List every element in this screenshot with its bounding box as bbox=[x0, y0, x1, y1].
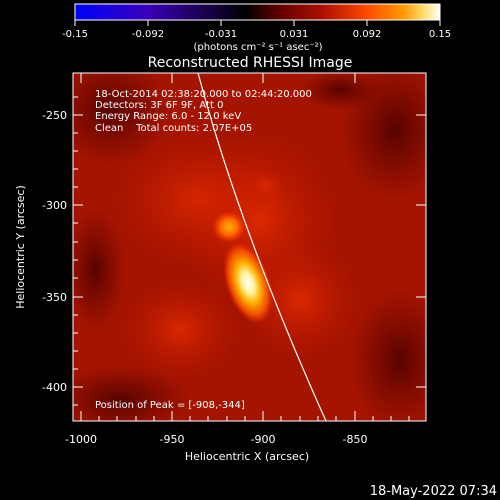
colorbar: -0.15 -0.092 -0.031 0.031 0.092 0.15 (ph… bbox=[62, 3, 451, 53]
colorbar-unit-label: (photons cm⁻² s⁻¹ asec⁻²) bbox=[193, 42, 322, 53]
solar-limb-line bbox=[197, 73, 327, 421]
y-tick-label: -250 bbox=[42, 109, 67, 122]
info-clean-counts: Clean Total counts: 2.07E+05 bbox=[95, 123, 252, 134]
image-info: 18-Oct-2014 02:38:20.000 to 02:44:20.000… bbox=[95, 89, 312, 134]
peak-position-label: Position of Peak = [-908,-344] bbox=[95, 400, 245, 411]
x-tick-label: -950 bbox=[160, 433, 185, 446]
x-axis-label: Heliocentric X (arcsec) bbox=[185, 450, 309, 463]
rhessi-image bbox=[73, 73, 426, 421]
colorbar-tick-label: -0.031 bbox=[205, 29, 237, 40]
y-axis-label: Heliocentric Y (arcsec) bbox=[14, 185, 27, 309]
colorbar-tick-label: 0.15 bbox=[429, 29, 451, 40]
y-tick-label: -300 bbox=[42, 199, 67, 212]
plot-title: Reconstructed RHESSI Image bbox=[148, 55, 353, 71]
colorbar-gradient bbox=[74, 3, 441, 21]
x-tick-label: -850 bbox=[343, 433, 368, 446]
info-time-range: 18-Oct-2014 02:38:20.000 to 02:44:20.000 bbox=[95, 89, 312, 100]
secondary-source bbox=[212, 211, 246, 243]
y-axis-ticks bbox=[73, 96, 426, 406]
x-tick-label: -900 bbox=[251, 433, 276, 446]
plot-frame bbox=[72, 72, 427, 422]
x-axis-ticks bbox=[80, 73, 410, 421]
colorbar-tick-label: 0.031 bbox=[280, 29, 309, 40]
colorbar-tick-label: -0.092 bbox=[132, 29, 164, 40]
info-detectors: Detectors: 3F 6F 9F, Att 0 bbox=[95, 100, 223, 111]
footer-timestamp: 18-May-2022 07:34 bbox=[370, 484, 497, 499]
colorbar-tick-label: 0.092 bbox=[353, 29, 382, 40]
x-tick-label: -1000 bbox=[65, 433, 97, 446]
y-tick-label: -350 bbox=[42, 291, 67, 304]
info-energy-range: Energy Range: 6.0 - 12.0 keV bbox=[95, 111, 241, 122]
colorbar-tick-label: -0.15 bbox=[62, 29, 88, 40]
y-tick-label: -400 bbox=[42, 381, 67, 394]
